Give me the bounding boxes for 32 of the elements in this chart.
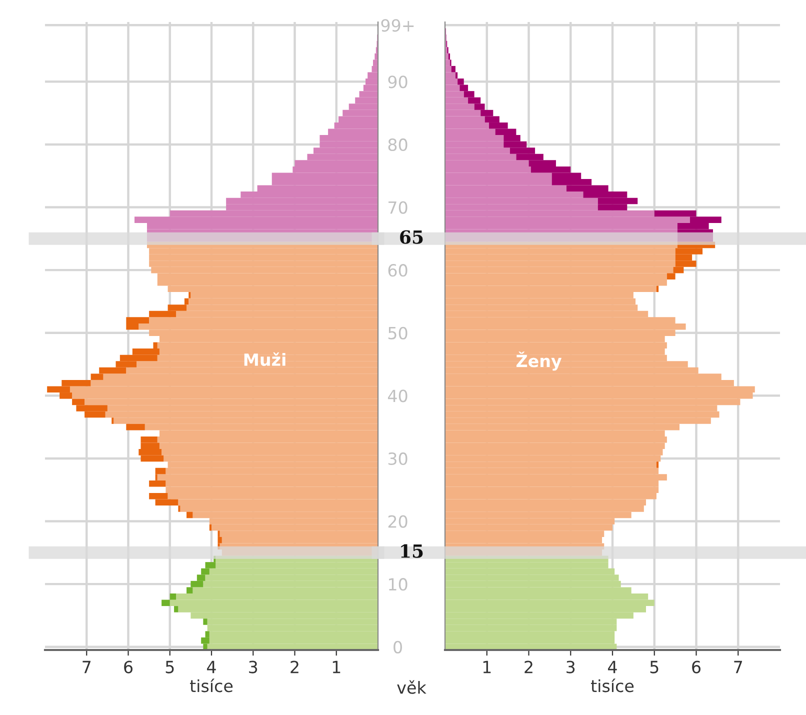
x-tick-label: 4 [207, 660, 216, 674]
x-tick-label: 2 [524, 660, 532, 674]
x-axis-title: tisíce [190, 678, 233, 692]
x-tick-label: 3 [249, 660, 258, 674]
y-tick-label: 50 [388, 326, 408, 340]
y-tick-label: 10 [389, 578, 408, 591]
x-tick-label: 5 [650, 660, 658, 674]
annotation: Ženy [516, 352, 562, 371]
annotation: Muži [244, 352, 286, 366]
x-tick-label: 1 [332, 660, 340, 674]
y-tick-label: 60 [388, 264, 408, 277]
y-tick-label: 99+ [381, 19, 414, 32]
y-tick-label: 80 [388, 138, 408, 152]
y-tick-label: 30 [388, 452, 408, 466]
x-tick-label: 6 [124, 660, 133, 674]
x-tick-label: 4 [608, 660, 617, 674]
x-tick-label: 7 [82, 660, 91, 674]
x-tick-label: 5 [166, 660, 174, 674]
x-tick-label: 3 [566, 660, 575, 674]
ref-line-label: 65 [400, 230, 423, 244]
x-tick-label: 2 [290, 660, 298, 674]
ref-line-label: 15 [401, 544, 423, 558]
y-tick-label: 0 [394, 640, 402, 654]
y-axis-title: věk [397, 680, 426, 694]
x-axis-title: tisíce [591, 678, 634, 692]
y-tick-label: 20 [388, 515, 408, 528]
y-tick-label: 40 [388, 390, 408, 402]
x-tick-label: 1 [483, 660, 491, 674]
y-tick-label: 70 [388, 201, 408, 214]
x-tick-label: 7 [734, 660, 742, 674]
y-tick-label: 90 [388, 76, 408, 88]
x-tick-label: 6 [692, 660, 701, 674]
